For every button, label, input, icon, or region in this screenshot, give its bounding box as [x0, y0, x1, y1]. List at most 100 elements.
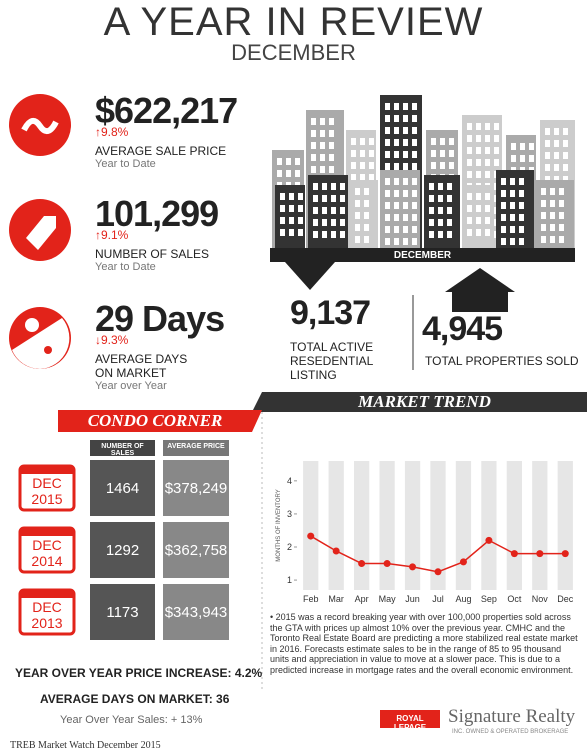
window — [320, 130, 325, 137]
price-cell: $378,249 — [164, 479, 228, 497]
window — [298, 193, 303, 200]
window — [449, 150, 454, 157]
window — [340, 207, 345, 214]
window — [541, 224, 546, 231]
window — [476, 147, 481, 154]
stat-change: ↑9.8% — [95, 125, 129, 139]
window — [476, 123, 481, 130]
condo-title: CONDO CORNER — [87, 411, 223, 430]
window — [329, 166, 334, 173]
window — [412, 151, 417, 158]
window — [467, 135, 472, 142]
window — [501, 190, 506, 197]
moon — [25, 318, 39, 332]
window — [438, 195, 443, 202]
window — [412, 163, 417, 170]
window — [364, 224, 369, 231]
window — [385, 127, 390, 134]
window — [280, 205, 285, 212]
window — [431, 150, 436, 157]
window — [385, 103, 390, 110]
window — [403, 115, 408, 122]
window — [541, 188, 546, 195]
window — [510, 238, 515, 245]
point — [434, 568, 442, 576]
window — [440, 150, 445, 157]
window — [467, 123, 472, 130]
window — [311, 142, 316, 149]
company: Signature Realty — [448, 706, 576, 727]
stat-change: ↓9.3% — [95, 333, 129, 347]
window — [280, 229, 285, 236]
col-header: NUMBER OF SALES — [101, 443, 144, 457]
window — [355, 224, 360, 231]
brand: ROYAL LEPAGE — [393, 714, 427, 732]
column-stripe — [404, 461, 421, 590]
window — [360, 150, 365, 157]
window — [545, 164, 550, 171]
tagline: INC. OWNED & OPERATED BROKERAGE — [452, 729, 569, 735]
window — [519, 202, 524, 209]
window — [412, 139, 417, 146]
window — [412, 127, 417, 134]
calendar-top — [20, 590, 74, 598]
window — [394, 202, 399, 209]
window — [403, 178, 408, 185]
window — [340, 231, 345, 238]
window — [431, 162, 436, 169]
column-stripe — [379, 461, 395, 590]
window — [277, 158, 282, 165]
window — [394, 127, 399, 134]
window — [554, 140, 559, 147]
window — [545, 176, 550, 183]
window — [449, 162, 454, 169]
window — [298, 217, 303, 224]
window — [320, 118, 325, 125]
column-stripe — [455, 461, 472, 590]
window — [467, 171, 472, 178]
window — [494, 159, 499, 166]
window — [412, 214, 417, 221]
window — [351, 162, 356, 169]
calendars — [18, 460, 229, 640]
window — [520, 143, 525, 150]
window — [563, 128, 568, 135]
window — [394, 178, 399, 185]
price-cell: $343,943 — [164, 603, 228, 621]
column-stripe — [532, 461, 548, 590]
window — [511, 143, 516, 150]
window — [429, 231, 434, 238]
window — [311, 154, 316, 161]
window — [467, 205, 472, 212]
window — [563, 140, 568, 147]
window — [559, 236, 564, 243]
point — [307, 532, 315, 540]
window — [360, 174, 365, 181]
window — [541, 236, 546, 243]
window — [289, 217, 294, 224]
column-stripe — [430, 461, 446, 590]
house — [445, 268, 515, 312]
window — [403, 103, 408, 110]
trend-chart: Feb Mar Apr May Jun Jul Aug Sep Oct Nov Dec 1 2 3 4 MON… — [276, 461, 574, 604]
graphic-band — [270, 248, 575, 262]
window — [467, 217, 472, 224]
point — [561, 550, 569, 558]
window — [385, 214, 390, 221]
window — [322, 183, 327, 190]
stat-period: Year over Year — [95, 380, 167, 392]
window — [510, 190, 515, 197]
point — [536, 550, 544, 558]
window — [322, 195, 327, 202]
window — [280, 217, 285, 224]
window — [440, 162, 445, 169]
sales-change: Year Over Year Sales: + 13% — [60, 714, 203, 726]
window — [447, 183, 452, 190]
window — [394, 163, 399, 170]
window — [485, 205, 490, 212]
listings-label: TOTAL ACTIVE RESEDENTIAL LISTING — [290, 340, 374, 382]
window — [510, 178, 515, 185]
window — [313, 219, 318, 226]
stat-change: ↑9.1% — [95, 228, 129, 242]
